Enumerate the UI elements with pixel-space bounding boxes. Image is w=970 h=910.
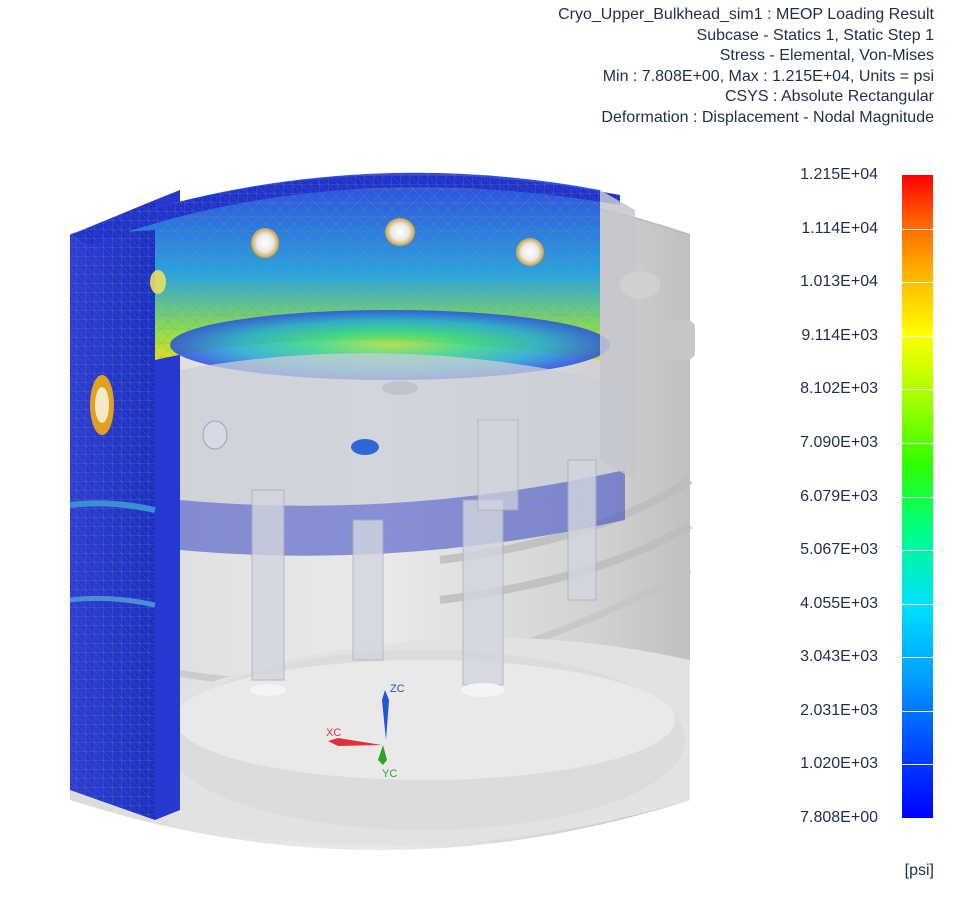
legend-tick-label: 7.090E+03 (800, 433, 878, 451)
legend-tick-line (902, 657, 933, 659)
legend-tick-line (902, 282, 933, 284)
legend-tick-line (902, 550, 933, 552)
legend-tick-line (902, 764, 933, 766)
result-type-line: Stress - Elemental, Von-Mises (719, 47, 934, 64)
legend-tick-line (902, 442, 933, 444)
csys-line: CSYS : Absolute Rectangular (724, 88, 934, 105)
x-axis-arrow (328, 738, 382, 746)
range-line: Min : 7.808E+00, Max : 1.215E+04, Units … (602, 67, 934, 85)
subcase-line: Subcase - Statics 1, Static Step 1 (696, 26, 934, 44)
legend-tick-label: 7.808E+00 (800, 809, 878, 826)
legend-tick-line (902, 228, 933, 230)
legend-tick-line (902, 710, 933, 712)
title-line: Cryo_Upper_Bulkhead_sim1 : MEOP Loading … (558, 6, 934, 23)
legend-tick-line (902, 496, 933, 498)
legend-tick-label: 1.215E+04 (800, 166, 878, 183)
legend-tick-label: 3.043E+03 (800, 648, 878, 666)
legend-tick-label: 1.013E+04 (800, 273, 878, 291)
legend-tick-label: 8.102E+03 (800, 380, 878, 398)
result-header: Cryo_Upper_Bulkhead_sim1 : MEOP Loading … (558, 5, 934, 128)
legend-tick-label: 1.020E+03 (800, 755, 878, 773)
legend-tick-line (902, 335, 933, 337)
units-label: [psi] (904, 862, 934, 879)
z-axis-arrow (382, 690, 389, 740)
y-axis-label: YC (382, 768, 397, 780)
legend-tick-line (902, 389, 933, 391)
legend-tick-label: 1.114E+04 (801, 219, 878, 237)
support-pins (250, 419, 597, 697)
side-bracket (600, 190, 695, 480)
coordinate-triad: ZC XC YC (326, 683, 405, 780)
legend-tick-label: 5.067E+03 (800, 541, 878, 559)
z-axis-label: ZC (390, 683, 405, 695)
stress-legend: 1.215E+04 1.114E+04 1.013E+04 9.114E+03 8.10… (780, 160, 940, 840)
x-axis-label: XC (326, 727, 341, 739)
legend-tick-label: 9.114E+03 (801, 326, 878, 344)
middle-plate (180, 353, 625, 556)
legend-tick-label: 4.055E+03 (800, 594, 878, 612)
y-axis-arrow (378, 745, 387, 765)
upper-bulkhead-stress-region (70, 172, 620, 380)
legend-tick-line (902, 603, 933, 605)
deformation-line: Deformation : Displacement - Nodal Magni… (601, 108, 934, 126)
legend-tick-label: 2.031E+03 (800, 701, 878, 719)
legend-tick-label: 6.079E+03 (800, 487, 878, 505)
lower-floor (160, 637, 690, 846)
